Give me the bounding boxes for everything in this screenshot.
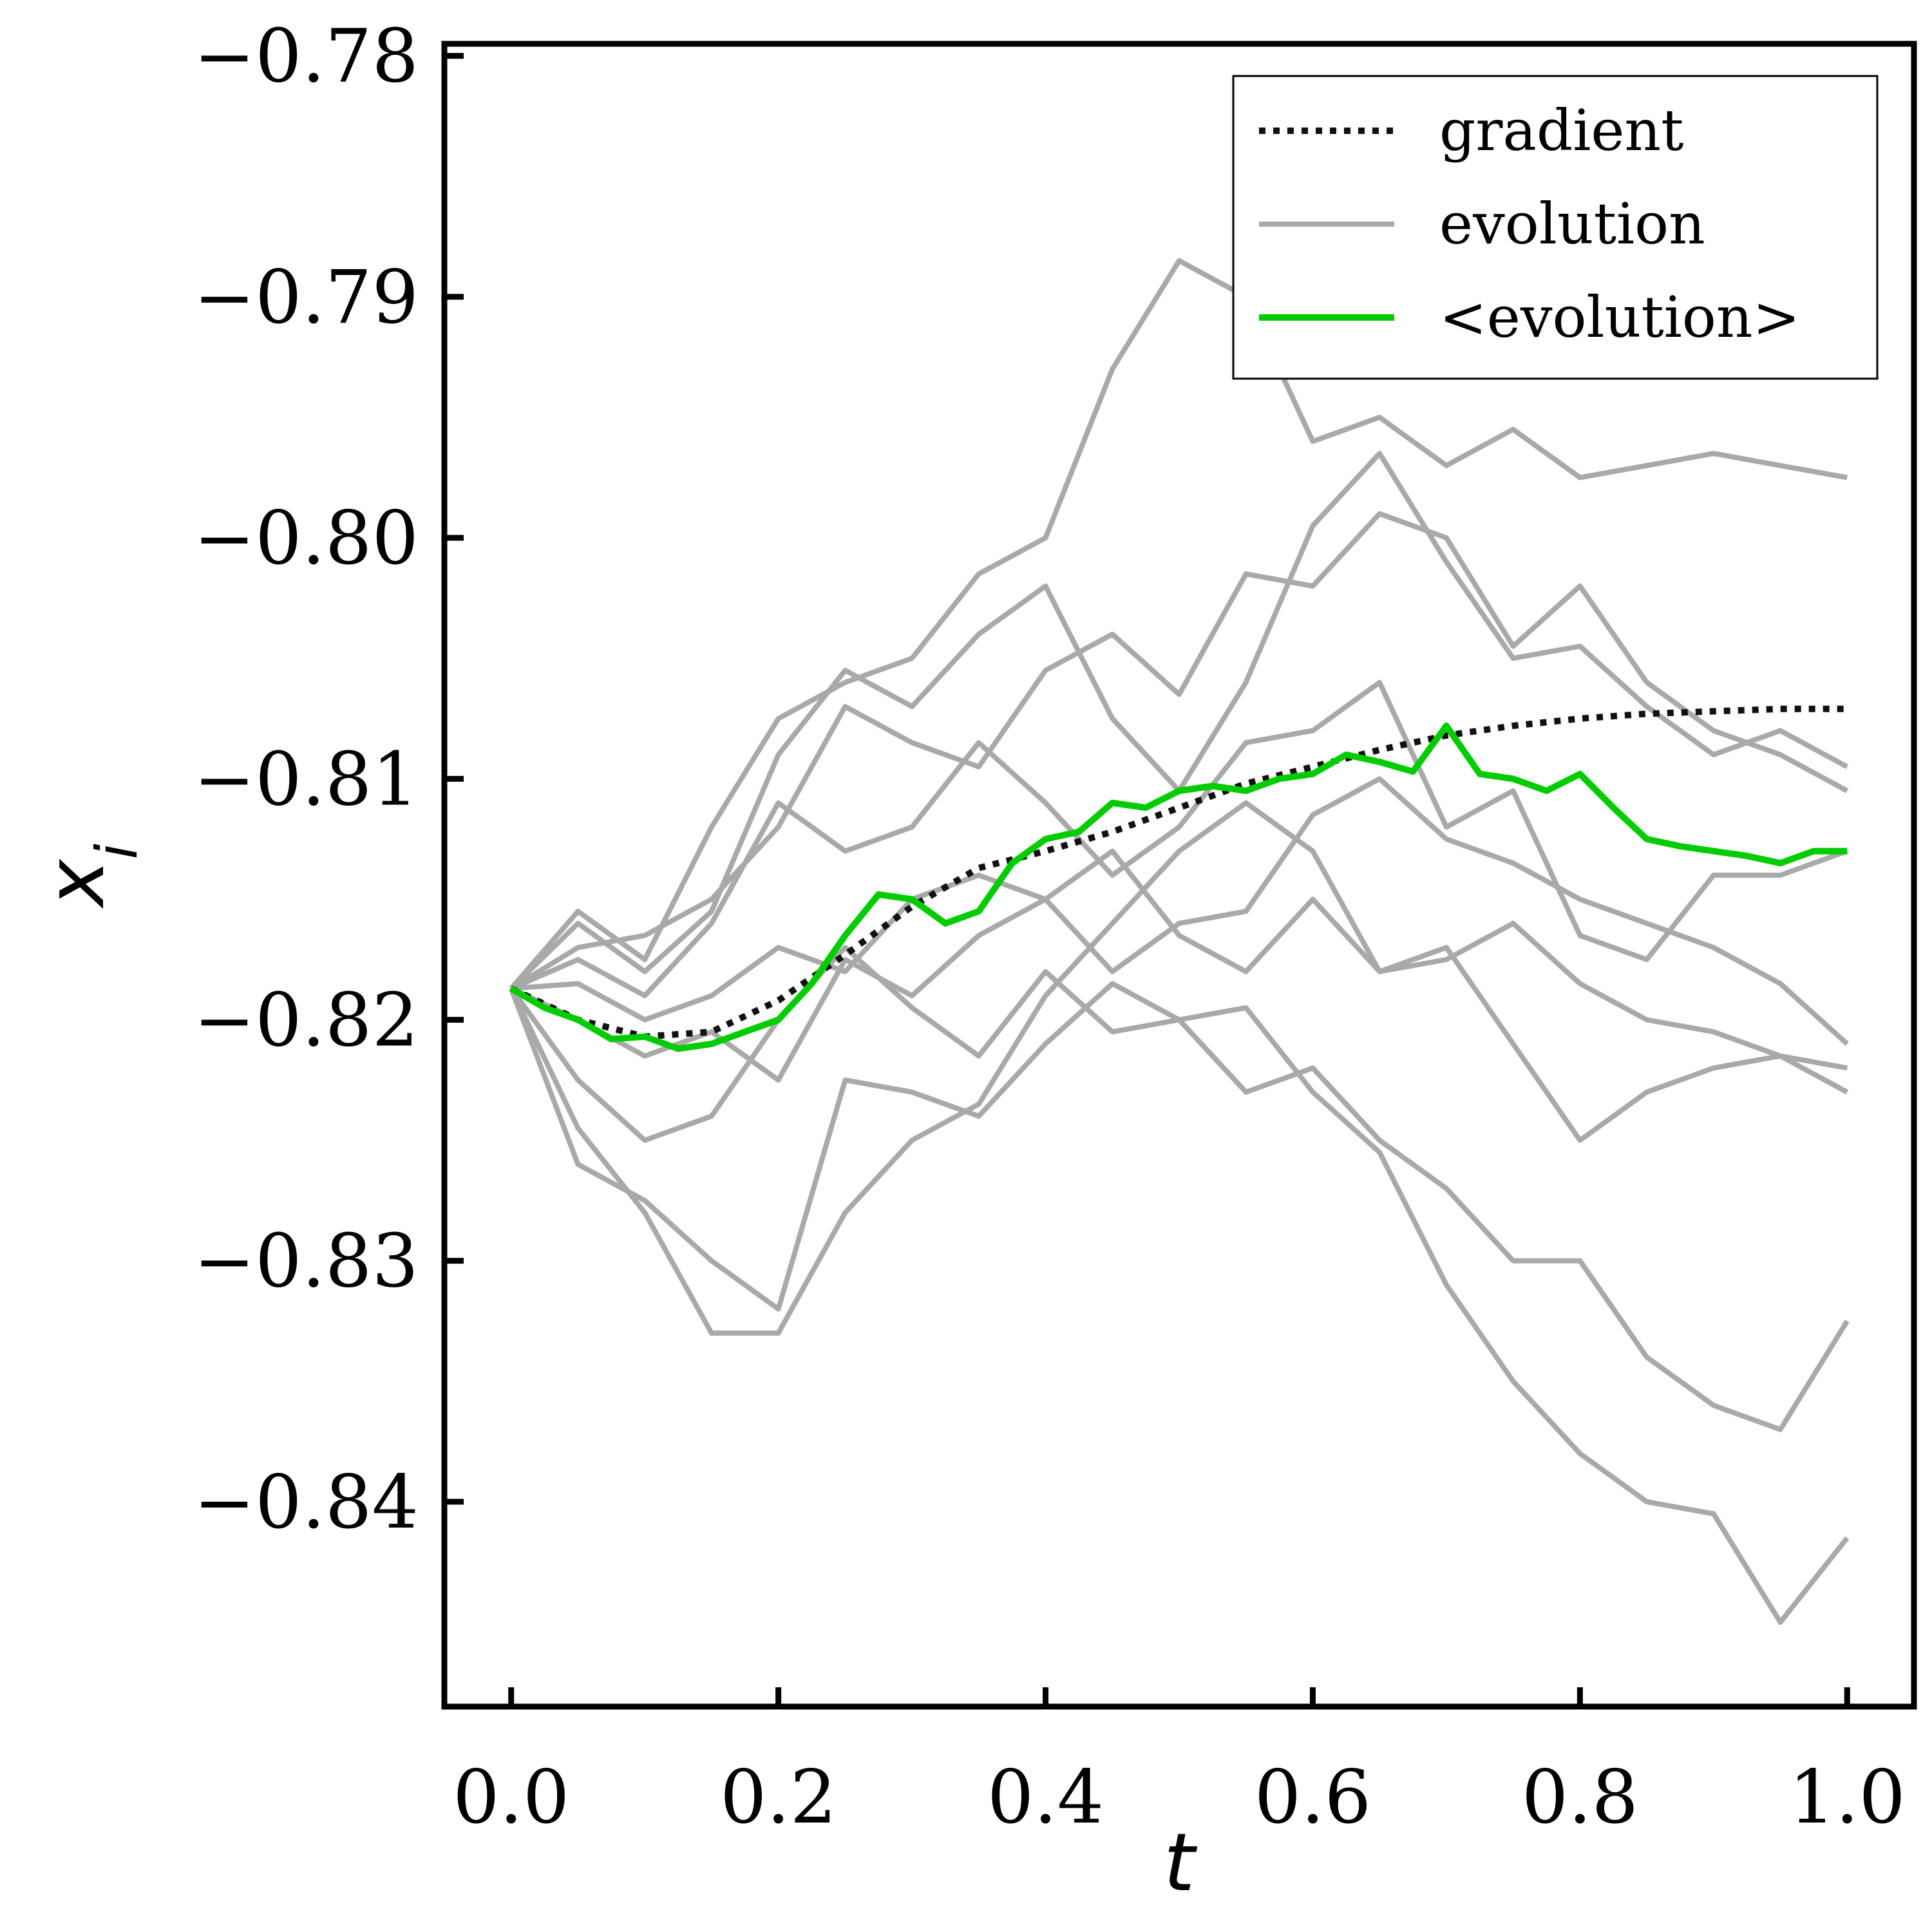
- y-axis-label: xi: [30, 844, 150, 909]
- legend-mean-evolution-label: <evolution>: [1439, 284, 1800, 350]
- x-tick-label: 0.2: [720, 1754, 837, 1840]
- evolution-run-line-5: [511, 776, 1849, 1046]
- x-tick-label: 0.4: [987, 1754, 1104, 1840]
- evolution-run-line-4: [510, 679, 1848, 999]
- evolution-run-line-8: [508, 981, 1850, 1625]
- mean-evolution-series: [509, 723, 1848, 1052]
- y-tick-label: −0.82: [194, 978, 419, 1063]
- y-tick-label: −0.84: [194, 1459, 419, 1545]
- legend-gradient-label: gradient: [1439, 97, 1683, 164]
- x-tick-label: 1.0: [1789, 1754, 1906, 1840]
- axis-ticks: 0.0 0.2 0.4 0.6 0.8 1.0 −0.78 −0.79 −0.80 −0.81 −0…: [194, 14, 1906, 1840]
- legend-box: [1232, 75, 1879, 380]
- x-tick-label: 0.6: [1255, 1754, 1371, 1840]
- x-axis-label: t: [1164, 1817, 1198, 1909]
- mean-evolution-line: [509, 723, 1848, 1052]
- legend: gradient evolution <evolution>: [1232, 75, 1879, 380]
- x-tick-label: 0.8: [1522, 1754, 1638, 1840]
- evolution-run-line-9: [509, 800, 1848, 1336]
- evolution-run-line-6: [510, 848, 1849, 1095]
- evolution-run-line-1: [509, 258, 1848, 990]
- y-tick-label: −0.83: [194, 1218, 419, 1304]
- legend-evolution-label: evolution: [1439, 191, 1705, 257]
- y-tick-label: −0.79: [194, 254, 419, 340]
- plot-area-frame: [441, 41, 1917, 1710]
- y-tick-label: −0.78: [194, 14, 419, 99]
- y-tick-label: −0.81: [194, 736, 419, 822]
- evolution-run-line-3: [509, 511, 1849, 991]
- x-tick-label: 0.0: [453, 1754, 569, 1840]
- y-tick-label: −0.80: [194, 495, 419, 581]
